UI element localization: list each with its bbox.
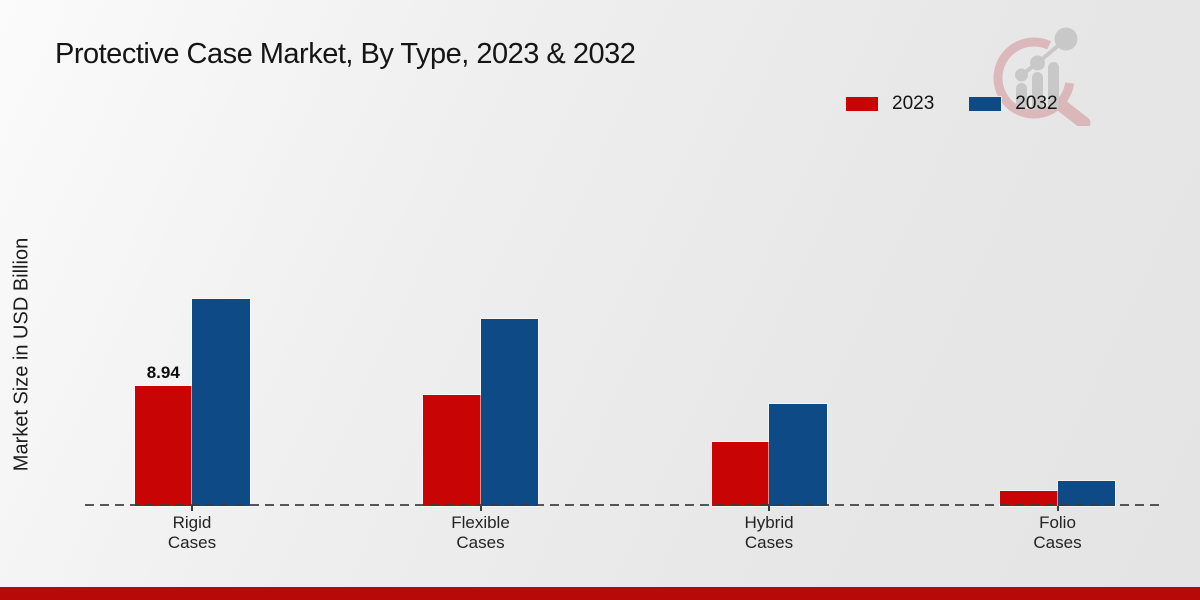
bar-2032-hybrid-cases [769, 404, 827, 506]
x-axis-tick [768, 506, 770, 511]
category-label-flexible-cases: Flexible Cases [451, 513, 510, 552]
value-label-2023-rigid-cases: 8.94 [146, 363, 180, 383]
bar-2032-rigid-cases [192, 299, 250, 506]
bar-2023-rigid-cases [134, 386, 192, 506]
category-label-hybrid-cases: Hybrid Cases [744, 513, 794, 552]
legend-swatch-2023 [845, 96, 879, 112]
legend: 2023 2032 [845, 93, 1058, 115]
chart-title: Protective Case Market, By Type, 2023 & … [55, 38, 636, 70]
bar-2023-flexible-cases [423, 394, 481, 506]
category-label-folio-cases: Folio Cases [1033, 513, 1082, 552]
bar-2032-flexible-cases [480, 319, 538, 506]
legend-item-2032: 2032 [968, 93, 1058, 115]
footer-accent-bar [0, 587, 1200, 600]
bar-2023-hybrid-cases [711, 441, 769, 506]
legend-swatch-2032 [968, 96, 1003, 112]
x-axis-baseline [85, 504, 1165, 506]
x-axis-tick [1056, 506, 1059, 511]
x-axis-tick [191, 506, 193, 511]
bar-2032-folio-cases [1057, 480, 1115, 506]
legend-label-2023: 2023 [892, 93, 935, 114]
x-axis-tick [479, 506, 482, 511]
category-label-rigid-cases: Rigid Cases [167, 513, 217, 552]
legend-label-2032: 2032 [1015, 93, 1058, 114]
bar-2023-folio-cases [1000, 491, 1058, 506]
magnifier-bar-chart-watermark-icon [993, 27, 1091, 126]
legend-item-2023: 2023 [845, 93, 934, 115]
